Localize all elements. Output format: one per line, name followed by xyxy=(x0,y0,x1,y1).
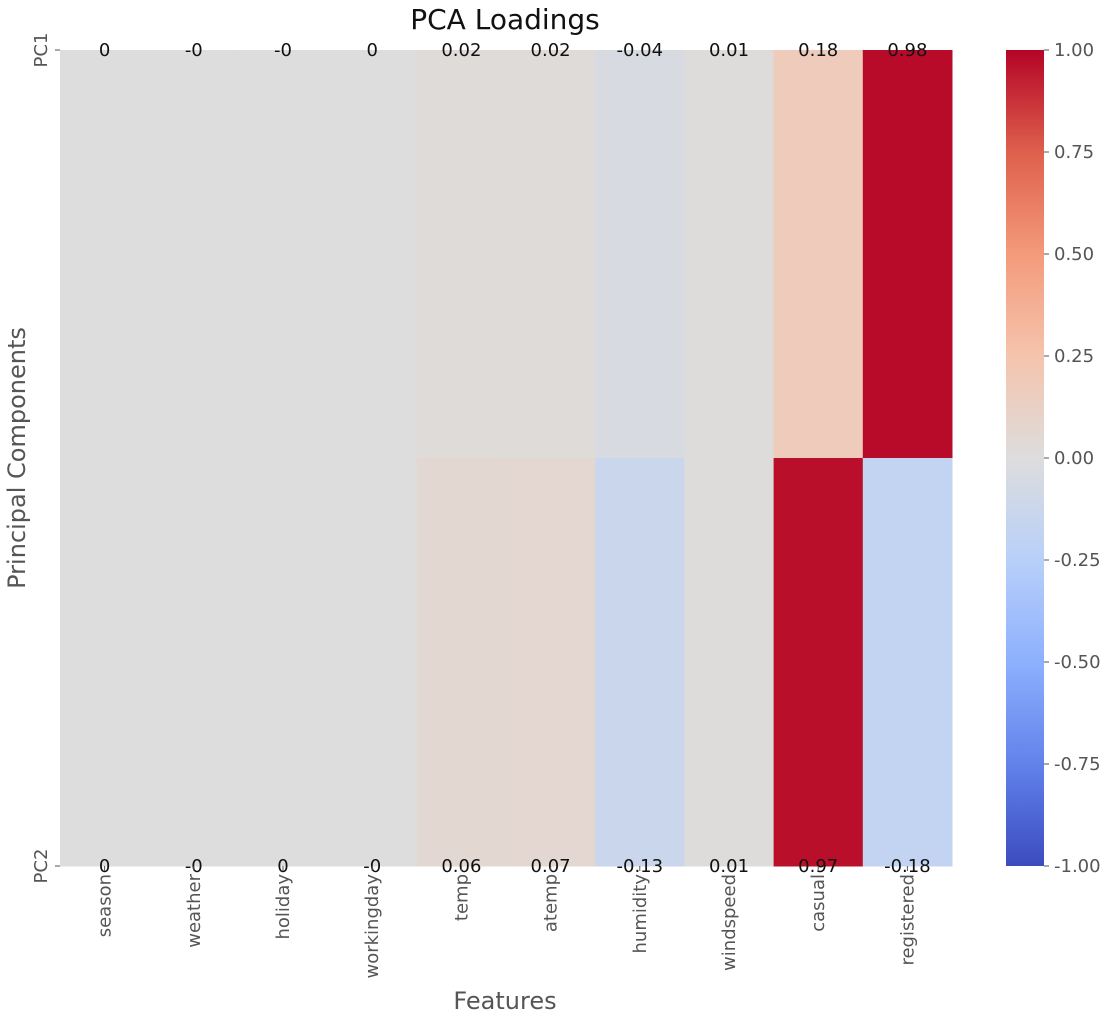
y-tick-label-pc2: PC2 xyxy=(31,849,52,884)
heatmap-cell-pc1-weather xyxy=(149,50,239,459)
heatmap-cells xyxy=(60,50,953,867)
y-axis-ticks: PC1 PC2 xyxy=(31,33,60,884)
colorbar: 1.00 0.75 0.50 0.25 0.00 -0.25 -0.50 -0.75 -1.00 xyxy=(1006,40,1101,877)
x-axis-label: Features xyxy=(453,987,556,1015)
x-axis-ticks: season weather holiday workingday temp atemp h… xyxy=(95,866,918,979)
cell-label-pc1-humidity: -0.04 xyxy=(617,40,664,61)
cell-label-pc1-holiday: -0 xyxy=(274,40,292,61)
x-tick-label-workingday: workingday xyxy=(362,874,383,979)
heatmap-cell-pc2-humidity xyxy=(595,458,685,867)
heatmap-cell-pc2-holiday xyxy=(238,458,329,867)
cell-label-pc1-windspeed: 0.01 xyxy=(709,40,749,61)
colorbar-tick-label: 0.75 xyxy=(1054,142,1094,163)
cell-label-pc1-temp: 0.02 xyxy=(441,40,481,61)
cell-label-pc1-weather: -0 xyxy=(185,40,203,61)
y-axis-label: Principal Components xyxy=(3,327,31,589)
heatmap-cell-pc2-season xyxy=(60,458,150,867)
colorbar-gradient xyxy=(1006,50,1044,866)
heatmap-cell-pc2-registered xyxy=(862,458,953,867)
colorbar-tick-label: -0.25 xyxy=(1054,550,1101,571)
heatmap-cell-pc2-temp xyxy=(416,458,507,867)
colorbar-ticks: 1.00 0.75 0.50 0.25 0.00 -0.25 -0.50 -0.75 -1.00 xyxy=(1044,40,1101,877)
cell-label-pc1-season: 0 xyxy=(99,40,110,61)
x-tick-label-registered: registered xyxy=(897,874,918,966)
heatmap-cell-pc1-casual xyxy=(773,50,864,459)
cell-label-pc1-workingday: 0 xyxy=(366,40,377,61)
heatmap-cell-pc2-windspeed xyxy=(684,458,775,867)
heatmap-cell-pc2-atemp xyxy=(506,458,596,867)
colorbar-tick-label: 0.00 xyxy=(1054,448,1094,469)
heatmap-cell-pc1-workingday xyxy=(327,50,418,459)
y-tick-label-pc1: PC1 xyxy=(31,33,52,68)
colorbar-tick-label: 0.25 xyxy=(1054,346,1094,367)
colorbar-tick-label: 1.00 xyxy=(1054,40,1094,61)
x-tick-label-windspeed: windspeed xyxy=(719,874,740,971)
colorbar-tick-label: 0.50 xyxy=(1054,244,1094,265)
heatmap-cell-pc1-atemp xyxy=(506,50,596,459)
colorbar-tick-label: -0.75 xyxy=(1054,754,1101,775)
x-tick-label-season: season xyxy=(95,874,116,937)
heatmap-cell-pc1-temp xyxy=(416,50,507,459)
chart-title: PCA Loadings xyxy=(410,3,600,36)
x-tick-label-casual: casual xyxy=(808,874,829,932)
x-tick-label-weather: weather xyxy=(184,873,205,947)
colorbar-tick-label: -1.00 xyxy=(1054,856,1101,877)
heatmap-cell-pc1-windspeed xyxy=(684,50,775,459)
heatmap-cell-pc1-humidity xyxy=(595,50,685,459)
x-tick-label-temp: temp xyxy=(451,874,472,921)
heatmap-cell-pc2-casual xyxy=(773,458,864,867)
x-tick-label-atemp: atemp xyxy=(541,874,562,932)
heatmap-cell-pc1-holiday xyxy=(238,50,329,459)
cell-value-labels: 0 -0 -0 0 0.02 0.02 -0.04 0.01 0.18 0.980 -0 0 -0 0.0… xyxy=(99,40,931,877)
cell-label-pc1-atemp: 0.02 xyxy=(531,40,571,61)
colorbar-tick-label: -0.50 xyxy=(1054,652,1101,673)
cell-label-pc1-registered: 0.98 xyxy=(887,40,927,61)
heatmap-cell-pc2-workingday xyxy=(327,458,418,867)
x-tick-label-humidity: humidity xyxy=(630,874,651,954)
cell-label-pc1-casual: 0.18 xyxy=(798,40,838,61)
heatmap-cell-pc1-registered xyxy=(862,50,953,459)
x-tick-label-holiday: holiday xyxy=(273,874,294,940)
heatmap-cell-pc2-weather xyxy=(149,458,239,867)
heatmap-cell-pc1-season xyxy=(60,50,150,459)
